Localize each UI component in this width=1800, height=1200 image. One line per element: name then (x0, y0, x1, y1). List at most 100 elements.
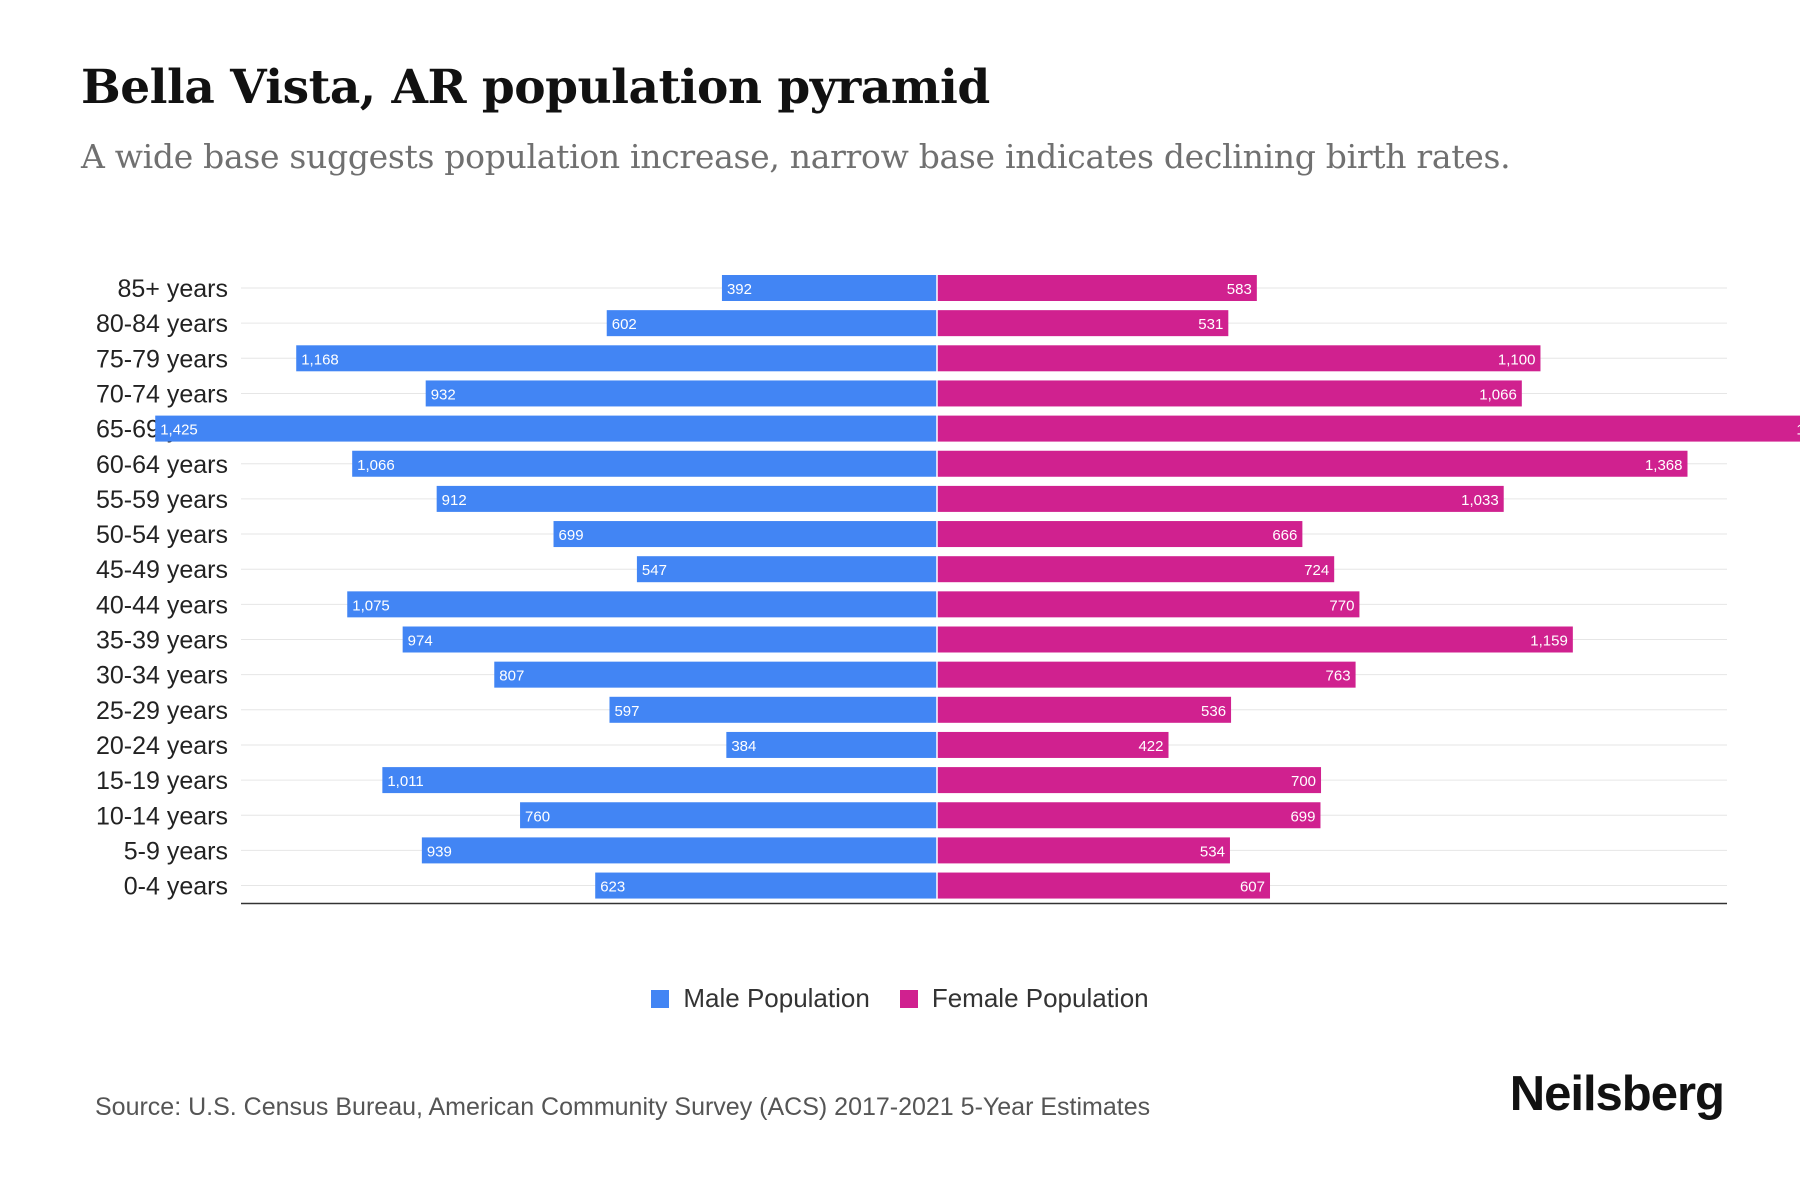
female-bar (937, 450, 1688, 477)
male-value-label: 974 (408, 633, 433, 650)
male-value-label: 912 (442, 492, 467, 509)
chart-title: Bella Vista, AR population pyramid (81, 60, 990, 115)
male-bar (636, 556, 937, 583)
female-value-label: 422 (1138, 738, 1163, 755)
male-value-label: 1,168 (301, 351, 339, 368)
legend-label-male: Male Population (683, 983, 870, 1013)
female-value-label: 607 (1240, 879, 1265, 896)
female-bar (937, 837, 1230, 864)
female-bar (937, 731, 1169, 758)
male-value-label: 392 (727, 281, 752, 298)
female-bar (937, 380, 1522, 407)
female-value-label: 763 (1326, 668, 1351, 685)
neilsberg-logo: Neilsberg (1509, 1067, 1725, 1121)
female-bar (937, 661, 1356, 688)
legend-item-male: Male Population (651, 983, 870, 1014)
age-group-label: 25-29 years (96, 697, 228, 725)
source-note: Source: U.S. Census Bureau, American Com… (95, 1093, 1151, 1121)
male-value-label: 1,066 (357, 457, 395, 474)
age-group-label: 60-64 years (96, 451, 228, 479)
male-value-label: 939 (427, 843, 452, 860)
male-value-label: 384 (731, 738, 756, 755)
male-bar (436, 485, 937, 512)
female-bar (937, 345, 1541, 372)
male-bar (155, 415, 937, 442)
female-bar (937, 310, 1229, 337)
male-bar (296, 345, 937, 372)
age-group-label: 15-19 years (96, 767, 228, 795)
male-bar (352, 450, 937, 477)
male-bar (609, 696, 937, 723)
male-value-label: 597 (614, 703, 639, 720)
legend-swatch-female (899, 989, 918, 1008)
legend-label-female: Female Population (931, 983, 1149, 1013)
female-value-label: 1,368 (1645, 457, 1683, 474)
male-bar (726, 731, 937, 758)
female-bar (937, 696, 1232, 723)
male-bar (595, 872, 937, 899)
female-value-label: 699 (1290, 808, 1315, 825)
female-bar (937, 556, 1335, 583)
legend-swatch-male (651, 989, 670, 1008)
female-value-label: 1,033 (1461, 492, 1499, 509)
male-value-label: 547 (642, 562, 667, 579)
age-group-label: 30-34 years (96, 662, 228, 690)
age-group-label: 10-14 years (96, 802, 228, 830)
female-value-label: 583 (1227, 281, 1252, 298)
female-value-label: 1,159 (1530, 633, 1568, 650)
male-bar (721, 275, 937, 301)
female-bar (937, 802, 1321, 829)
male-value-label: 623 (600, 879, 625, 896)
male-value-label: 1,075 (352, 597, 390, 614)
female-bar (937, 591, 1360, 618)
female-bar (937, 767, 1322, 794)
male-value-label: 1,425 (160, 422, 198, 439)
female-bar (937, 485, 1504, 512)
age-group-label: 45-49 years (96, 556, 228, 584)
female-value-label: 1,100 (1498, 351, 1536, 368)
female-value-label: 1,066 (1479, 386, 1517, 403)
male-bar (553, 521, 937, 548)
chart-legend: Male Population Female Population (0, 983, 1800, 1014)
male-bar (494, 661, 937, 688)
age-group-label: 40-44 years (96, 591, 228, 619)
male-value-label: 932 (431, 386, 456, 403)
age-group-label: 35-39 years (96, 627, 228, 655)
female-bar (937, 275, 1257, 301)
chart-subtitle: A wide base suggests population increase… (81, 137, 1511, 176)
female-value-label: 534 (1200, 843, 1225, 860)
female-value-label: 1,644 (1796, 422, 1800, 439)
male-bar (402, 626, 937, 653)
female-value-label: 724 (1304, 562, 1329, 579)
female-bar (937, 626, 1573, 653)
age-group-label: 50-54 years (96, 521, 228, 549)
male-value-label: 1,011 (387, 773, 423, 790)
age-group-label: 5-9 years (124, 837, 228, 865)
age-group-label: 85+ years (118, 275, 229, 303)
male-bar (520, 802, 937, 829)
female-value-label: 531 (1198, 316, 1223, 333)
legend-item-female: Female Population (899, 983, 1149, 1014)
male-value-label: 699 (559, 527, 584, 544)
age-group-label: 0-4 years (124, 873, 228, 901)
age-group-label: 55-59 years (96, 486, 228, 514)
male-value-label: 807 (499, 668, 524, 685)
male-bar (425, 380, 937, 407)
female-bar (937, 872, 1271, 899)
male-bar (347, 591, 937, 618)
male-bar (606, 310, 937, 337)
female-value-label: 536 (1201, 703, 1226, 720)
male-bar (382, 767, 938, 794)
male-bar (421, 837, 938, 864)
female-value-label: 666 (1272, 527, 1297, 544)
age-group-label: 70-74 years (96, 380, 228, 408)
female-value-label: 770 (1329, 597, 1354, 614)
female-value-label: 700 (1291, 773, 1316, 790)
female-bar (937, 415, 1800, 442)
female-bar (937, 521, 1303, 548)
male-value-label: 760 (525, 808, 550, 825)
age-group-label: 75-79 years (96, 345, 228, 373)
age-group-label: 80-84 years (96, 310, 228, 338)
age-group-label: 20-24 years (96, 732, 228, 760)
